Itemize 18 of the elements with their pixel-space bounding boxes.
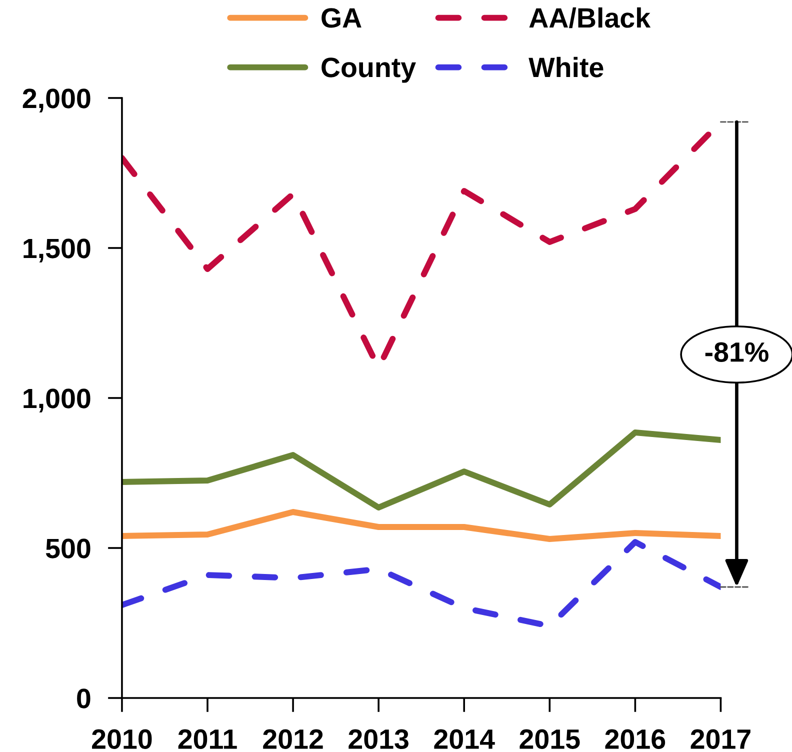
x-tick-label: 2016 <box>605 729 666 749</box>
x-tick-label: 2015 <box>520 729 580 749</box>
x-tick-label: 2017 <box>690 729 750 749</box>
y-tick-label: 2,000 <box>22 88 90 112</box>
y-tick-label: 0 <box>77 688 90 708</box>
y-tick-label: 1,500 <box>24 238 90 262</box>
x-tick-label: 2011 <box>178 729 237 749</box>
annotation: -81% <box>705 342 768 362</box>
y-tick-label: 1,000 <box>24 388 90 412</box>
legend-label: White <box>528 56 604 78</box>
x-tick-label: 2013 <box>348 729 408 750</box>
x-tick-label: 2012 <box>263 729 323 749</box>
legend-label: County <box>322 58 416 83</box>
legend-label: GA <box>322 8 362 28</box>
legend-label: AA/Black <box>529 7 651 28</box>
x-tick-label: 2014 <box>434 729 495 749</box>
x-tick-label: 2010 <box>92 729 152 749</box>
y-tick-label: 500 <box>46 538 90 558</box>
